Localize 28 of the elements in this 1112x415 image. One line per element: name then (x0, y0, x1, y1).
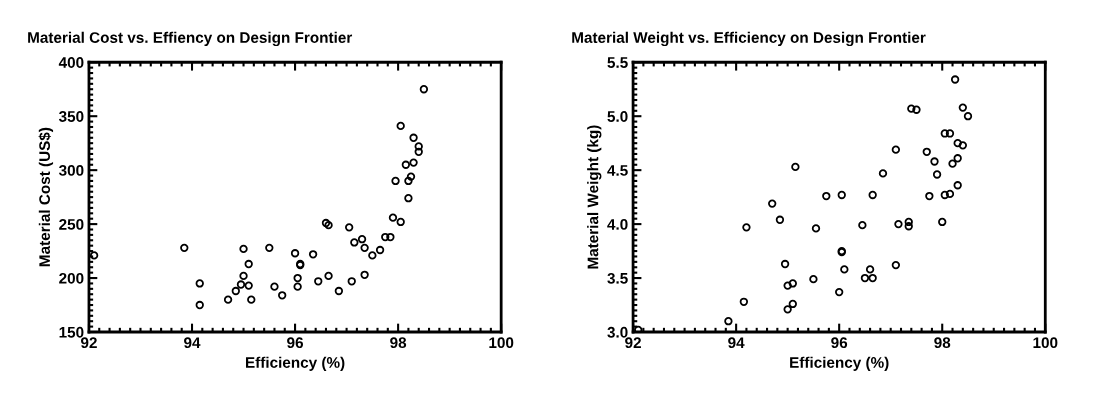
x-tick-label: 94 (728, 337, 745, 349)
x-tick-label: 98 (934, 337, 951, 349)
x-tick-label: 100 (489, 337, 514, 349)
y-tick-label: 3.0 (607, 326, 628, 338)
y-tick-label: 400 (58, 57, 84, 68)
y-tick-label: 4.0 (607, 218, 628, 230)
x-tick-label: 96 (831, 337, 848, 349)
y-tick-label: 200 (59, 272, 84, 284)
x-tick-label: 94 (184, 337, 201, 349)
x-axis-title: Efficiency (%) (790, 356, 889, 371)
x-tick-label: 96 (287, 337, 304, 349)
x-tick-label: 98 (390, 337, 407, 349)
y-axis-title: Material Cost (US$) (38, 127, 54, 267)
chart-title: Material Cost vs. Effiency on Design Frontier (28, 31, 353, 47)
y-tick-label: 3.5 (607, 272, 628, 284)
x-tick-label: 100 (1033, 337, 1058, 349)
y-tick-label: 150 (59, 326, 84, 338)
y-axis-title: Material Weight (kg) (587, 125, 602, 269)
x-tick-label: 92 (80, 337, 97, 349)
y-tick-label: 5.5 (607, 57, 628, 68)
y-tick-label: 250 (59, 218, 84, 230)
y-tick-label: 350 (58, 111, 84, 122)
y-tick-label: 4.5 (607, 165, 628, 176)
x-axis-title: Efficiency (%) (246, 356, 345, 371)
chart-title: Material Weight vs. Efficiency on Design Frontier (572, 31, 926, 47)
y-tick-label: 5.0 (607, 111, 628, 122)
y-tick-label: 300 (58, 165, 84, 176)
x-tick-label: 92 (625, 337, 641, 349)
